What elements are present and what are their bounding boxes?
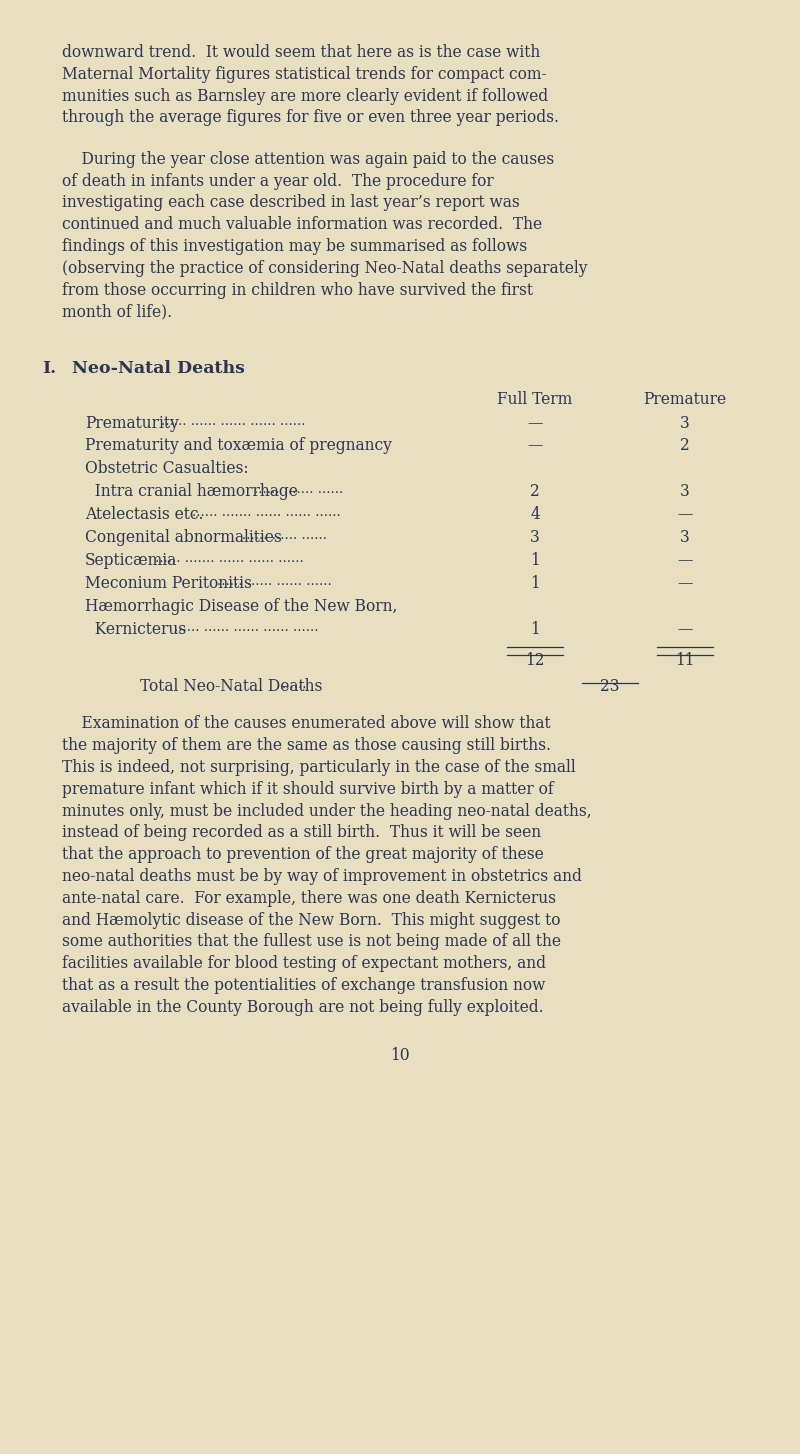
Text: 2: 2 [680, 438, 690, 455]
Text: downward trend.  It would seem that here as is the case with: downward trend. It would seem that here … [62, 44, 540, 61]
Text: investigating each case described in last year’s report was: investigating each case described in las… [62, 195, 520, 211]
Text: neo-natal deaths must be by way of improvement in obstetrics and: neo-natal deaths must be by way of impro… [62, 868, 582, 885]
Text: —: — [678, 553, 693, 569]
Text: Prematurity and toxæmia of pregnancy: Prematurity and toxæmia of pregnancy [85, 438, 392, 455]
Text: Maternal Mortality figures statistical trends for compact com-: Maternal Mortality figures statistical t… [62, 65, 546, 83]
Text: —: — [678, 574, 693, 592]
Text: —: — [527, 438, 542, 455]
Text: Hæmorrhagic Disease of the New Born,: Hæmorrhagic Disease of the New Born, [85, 598, 398, 615]
Text: from those occurring in children who have survived the first: from those occurring in children who hav… [62, 282, 533, 298]
Text: Atelectasis etc.: Atelectasis etc. [85, 506, 203, 523]
Text: through the average figures for five or even three year periods.: through the average figures for five or … [62, 109, 559, 126]
Text: month of life).: month of life). [62, 304, 172, 320]
Text: minutes only, must be included under the heading neo-natal deaths,: minutes only, must be included under the… [62, 803, 592, 820]
Text: Septicæmia: Septicæmia [85, 553, 178, 569]
Text: ...... ...... ...... ......: ...... ...... ...... ...... [217, 574, 332, 587]
Text: This is indeed, not surprising, particularly in the case of the small: This is indeed, not surprising, particul… [62, 759, 576, 776]
Text: ...... ....... ......: ...... ....... ...... [254, 483, 343, 496]
Text: ante-natal care.  For example, there was one death Kernicterus: ante-natal care. For example, there was … [62, 890, 556, 907]
Text: instead of being recorded as a still birth.  Thus it will be seen: instead of being recorded as a still bir… [62, 824, 541, 842]
Text: Premature: Premature [643, 391, 726, 407]
Text: ...... ...... ...... ...... ......: ...... ...... ...... ...... ...... [162, 414, 306, 427]
Text: Total Neo-Natal Deaths: Total Neo-Natal Deaths [140, 679, 322, 695]
Text: 2: 2 [530, 483, 540, 500]
Text: I.: I. [42, 361, 56, 377]
Text: facilities available for blood testing of expectant mothers, and: facilities available for blood testing o… [62, 955, 546, 973]
Text: 12: 12 [526, 653, 545, 669]
Text: During the year close attention was again paid to the causes: During the year close attention was agai… [62, 151, 554, 167]
Text: Neo-Natal Deaths: Neo-Natal Deaths [72, 361, 245, 377]
Text: some authorities that the fullest use is not being made of all the: some authorities that the fullest use is… [62, 933, 561, 951]
Text: Obstetric Casualties:: Obstetric Casualties: [85, 461, 249, 477]
Text: ...... ...... ......: ...... ...... ...... [242, 529, 327, 542]
Text: 3: 3 [680, 529, 690, 547]
Text: Examination of the causes enumerated above will show that: Examination of the causes enumerated abo… [62, 715, 550, 733]
Text: 4: 4 [530, 506, 540, 523]
Text: 23: 23 [600, 679, 620, 695]
Text: Congenital abnormalities: Congenital abnormalities [85, 529, 282, 547]
Text: 3: 3 [680, 483, 690, 500]
Text: (observing the practice of considering Neo-Natal deaths separately: (observing the practice of considering N… [62, 260, 587, 276]
Text: that as a result the potentialities of exchange transfusion now: that as a result the potentialities of e… [62, 977, 546, 995]
Text: ...... ....... ...... ...... ......: ...... ....... ...... ...... ...... [192, 506, 341, 519]
Text: Full Term: Full Term [498, 391, 573, 407]
Text: —: — [678, 506, 693, 523]
Text: Kernicterus: Kernicterus [85, 621, 186, 638]
Text: 3: 3 [530, 529, 540, 547]
Text: 1: 1 [530, 553, 540, 569]
Text: findings of this investigation may be summarised as follows: findings of this investigation may be su… [62, 238, 527, 254]
Text: Meconium Peritonitis: Meconium Peritonitis [85, 574, 252, 592]
Text: 1: 1 [530, 574, 540, 592]
Text: Prematurity: Prematurity [85, 414, 178, 432]
Text: —: — [527, 414, 542, 432]
Text: Intra cranial hæmorrhage: Intra cranial hæmorrhage [85, 483, 298, 500]
Text: munities such as Barnsley are more clearly evident if followed: munities such as Barnsley are more clear… [62, 87, 548, 105]
Text: continued and much valuable information was recorded.  The: continued and much valuable information … [62, 217, 542, 233]
Text: and Hæmolytic disease of the New Born.  This might suggest to: and Hæmolytic disease of the New Born. T… [62, 912, 561, 929]
Text: available in the County Borough are not being fully exploited.: available in the County Borough are not … [62, 999, 544, 1016]
Text: —: — [678, 621, 693, 638]
Text: ...... ....... ...... ...... ......: ...... ....... ...... ...... ...... [155, 553, 304, 566]
Text: the majority of them are the same as those causing still births.: the majority of them are the same as tho… [62, 737, 551, 755]
Text: of death in infants under a year old.  The procedure for: of death in infants under a year old. Th… [62, 173, 494, 189]
Text: 1: 1 [530, 621, 540, 638]
Text: 3: 3 [680, 414, 690, 432]
Text: 11: 11 [675, 653, 694, 669]
Text: ......: ...... [282, 679, 307, 692]
Text: 10: 10 [390, 1047, 410, 1064]
Text: ...... ...... ...... ...... ......: ...... ...... ...... ...... ...... [174, 621, 318, 634]
Text: premature infant which if it should survive birth by a matter of: premature infant which if it should surv… [62, 781, 554, 798]
Text: that the approach to prevention of the great majority of these: that the approach to prevention of the g… [62, 846, 544, 864]
